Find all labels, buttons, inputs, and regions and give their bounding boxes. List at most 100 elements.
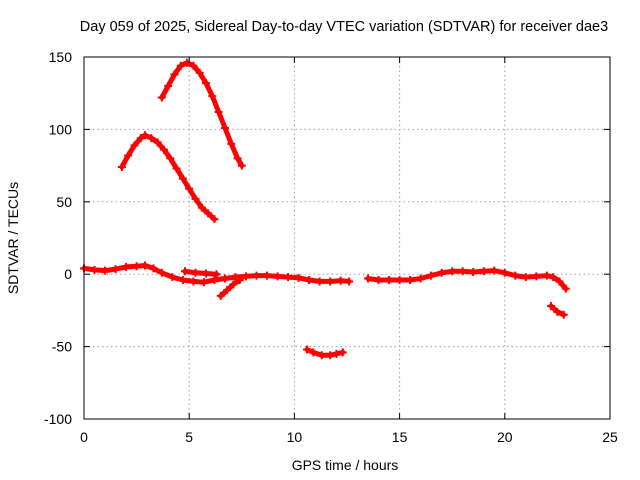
data-point (153, 138, 162, 147)
data-series (80, 58, 570, 360)
data-point (332, 349, 341, 358)
data-point (273, 272, 282, 281)
data-point (178, 275, 187, 284)
data-point (242, 272, 251, 281)
data-point (237, 161, 246, 170)
data-point (159, 145, 168, 154)
data-point (216, 291, 225, 300)
data-point (231, 273, 240, 282)
data-point (208, 92, 217, 101)
data-point (427, 271, 436, 280)
data-point (170, 70, 179, 79)
x-tick-label: 0 (80, 429, 88, 445)
data-point (374, 275, 383, 284)
data-point (511, 271, 520, 280)
data-point (555, 277, 564, 286)
series-arc-dip-start (216, 275, 244, 300)
data-point (210, 215, 219, 224)
data-point (252, 271, 261, 280)
data-point (199, 278, 208, 287)
data-point (294, 273, 303, 282)
data-point (111, 265, 120, 274)
data-point (164, 81, 173, 90)
y-tick-label: 150 (49, 49, 73, 65)
data-point (189, 61, 198, 70)
series-line (119, 132, 217, 222)
series-line (182, 268, 220, 277)
data-point (189, 277, 198, 286)
x-tick-label: 15 (392, 429, 408, 445)
y-tick-label: 0 (64, 266, 72, 282)
data-point (157, 268, 166, 277)
data-point (183, 58, 192, 67)
x-tick-label: 10 (287, 429, 303, 445)
data-point (176, 61, 185, 70)
grid-lines (84, 57, 610, 419)
data-point (180, 267, 189, 276)
data-point (385, 275, 394, 284)
data-point (191, 194, 200, 203)
data-point (233, 154, 242, 163)
data-point (90, 265, 99, 274)
data-point (220, 123, 229, 132)
data-point (326, 351, 335, 360)
data-point (406, 275, 415, 284)
data-point (448, 267, 457, 276)
data-point (317, 351, 326, 360)
data-point (220, 274, 229, 283)
data-point (521, 273, 530, 282)
data-point (197, 203, 206, 212)
series-arc-small-step (180, 267, 221, 279)
data-point (214, 108, 223, 117)
data-point (437, 268, 446, 277)
series-arc-tail (547, 302, 568, 319)
data-point (141, 261, 150, 270)
data-point (191, 268, 200, 277)
data-point (229, 280, 238, 289)
data-point (130, 141, 139, 150)
x-tick-label: 25 (602, 429, 618, 445)
data-point (345, 277, 354, 286)
series-arc-low (303, 345, 347, 360)
data-point (157, 93, 166, 102)
data-point (542, 271, 551, 280)
x-tick-label: 5 (185, 429, 193, 445)
y-axis-label: SDTVAR / TECUs (5, 182, 21, 294)
data-point (101, 266, 110, 275)
data-point (235, 275, 244, 284)
data-point (202, 269, 211, 278)
data-point (149, 264, 158, 273)
series-line (159, 60, 245, 169)
data-point (490, 266, 499, 275)
data-point (172, 164, 181, 173)
series-line (218, 277, 243, 299)
data-point (547, 302, 556, 311)
data-point (549, 273, 558, 282)
data-point (315, 277, 324, 286)
series-arc-high-peak (157, 58, 246, 170)
data-point (303, 345, 312, 354)
data-point (532, 272, 541, 281)
data-point (284, 273, 293, 282)
series-arc-baseline-left (80, 261, 354, 287)
data-point (416, 274, 425, 283)
x-tick-label: 20 (497, 429, 513, 445)
data-point (178, 174, 187, 183)
data-point (458, 267, 467, 276)
data-point (305, 275, 314, 284)
y-tick-label: 50 (56, 194, 72, 210)
data-point (122, 262, 131, 271)
data-point (223, 286, 232, 295)
data-point (479, 267, 488, 276)
data-point (227, 139, 236, 148)
x-axis-label: GPS time / hours (292, 457, 399, 473)
data-point (336, 276, 345, 285)
data-point (559, 310, 568, 319)
data-point (124, 151, 133, 160)
y-tick-label: 100 (49, 121, 73, 137)
chart-title: Day 059 of 2025, Sidereal Day-to-day VTE… (80, 19, 608, 35)
y-tick-label: -50 (52, 339, 72, 355)
series-arc-mid-peak (117, 131, 219, 224)
data-point (141, 131, 150, 140)
